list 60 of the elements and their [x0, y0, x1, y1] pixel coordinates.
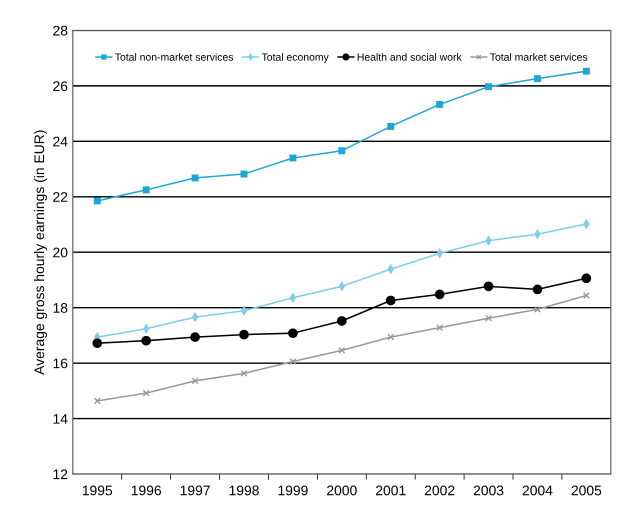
point	[190, 332, 200, 342]
x-tick-label: 2005	[572, 486, 602, 496]
point	[192, 174, 199, 182]
point	[387, 334, 394, 341]
x-tick-label: 1995	[82, 486, 112, 496]
point	[240, 370, 248, 377]
y-tick-label: 14	[54, 414, 68, 424]
point	[386, 296, 396, 306]
y-tick-label: 26	[53, 81, 68, 92]
point	[485, 83, 492, 90]
point	[94, 397, 101, 404]
point	[484, 281, 494, 292]
y-axis-title: Average gross hourly earnings (in EUR)	[34, 130, 47, 375]
point	[142, 390, 150, 397]
x-tick-label: 1999	[278, 486, 308, 496]
point	[534, 306, 541, 313]
point	[239, 330, 249, 340]
point	[436, 324, 444, 332]
point	[338, 147, 346, 154]
point	[582, 273, 592, 284]
point	[142, 186, 150, 194]
y-tick-label: 20	[53, 248, 68, 258]
point	[534, 75, 541, 82]
point	[582, 292, 590, 299]
point	[92, 338, 102, 348]
point	[336, 316, 347, 326]
point	[434, 290, 444, 300]
y-tick-label: 16	[54, 358, 68, 368]
point	[532, 284, 542, 294]
x-tick-label: 1997	[180, 486, 210, 496]
x-tick-label: 1996	[132, 486, 162, 496]
x-tick-label: 2004	[522, 486, 553, 496]
point	[485, 314, 492, 322]
y-tick-label: 22	[53, 192, 68, 202]
point	[240, 170, 248, 178]
point	[289, 358, 296, 365]
point	[387, 122, 394, 130]
legend-label: Total market services	[490, 53, 588, 61]
point	[289, 154, 296, 162]
x-tick-label: 2000	[327, 486, 357, 496]
point	[141, 336, 152, 346]
y-tick-label: 24	[53, 136, 68, 146]
x-tick-label: 2003	[474, 486, 504, 496]
legend-label: Total non-market services	[115, 53, 234, 61]
point	[436, 100, 444, 108]
point	[338, 346, 346, 354]
point	[240, 306, 248, 316]
x-tick-label: 2001	[376, 486, 406, 496]
point	[582, 68, 590, 75]
x-tick-label: 1998	[230, 486, 259, 496]
point	[534, 230, 541, 239]
y-tick-label: 18	[54, 303, 68, 313]
x-tick-label: 2002	[424, 486, 454, 496]
y-tick-label: 12	[54, 469, 68, 480]
legend-label: Total economy	[262, 53, 329, 63]
point	[94, 197, 101, 204]
point	[288, 328, 298, 338]
point	[192, 377, 199, 384]
y-tick-label: 28	[53, 26, 68, 36]
legend-label: Health and social work	[358, 53, 462, 61]
